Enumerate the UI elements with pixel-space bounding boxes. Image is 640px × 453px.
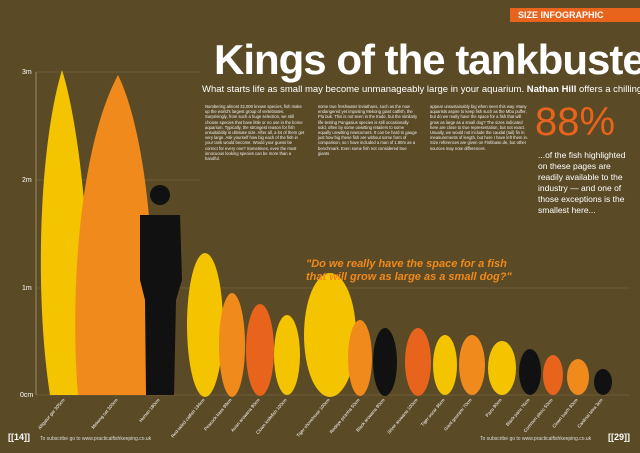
body-column: appear unsustainably big when seen this … (430, 104, 528, 151)
stat-text: ...of the fish highlighted on these page… (538, 150, 626, 215)
fish-label: Clown loach 30cm (551, 397, 579, 429)
page-number: [[29]] (608, 432, 630, 442)
axis-label: 0cm (20, 392, 33, 399)
stat-figure: 88% (535, 100, 616, 144)
fish-label: Red-tailed catfish 134cm (170, 397, 206, 438)
fish-label: Tiger shovelnose 100cm (296, 397, 331, 438)
fish-label: Black pacu 76cm (505, 397, 531, 427)
fish-silhouettes (40, 70, 612, 397)
fish-label: Peacock bass 99cm (203, 397, 233, 431)
pull-quote: "Do we really have the space for a fish … (306, 258, 512, 283)
body-column: some true freshwater leviathans, such as… (318, 104, 418, 156)
fish-label: Giant gourami 70cm (443, 397, 473, 431)
title: Kings of the tankbusters (214, 36, 640, 83)
footer-text: To subscribe go to www.practicalfishkeep… (40, 436, 152, 442)
body-column: Numbering almost 32,000 known species, f… (205, 104, 305, 162)
subtitle-tail: offers a chilling warning. (579, 84, 640, 95)
fish-label: Silver arowana 100cm (386, 397, 419, 435)
subtitle: What starts life as small may become unm… (202, 84, 640, 95)
fish-label: Clown knifefish 100cm (255, 397, 288, 435)
axis-label: 2m (22, 177, 32, 184)
page-number: [[14]] (8, 432, 30, 442)
axis-labels: 3m 2m 1m 0cm (20, 69, 33, 399)
fish-label: Pacu 90cm (484, 397, 502, 418)
fish-label: Human 180cm (138, 397, 161, 423)
fish-label: Tiger oscar 36cm (420, 397, 446, 427)
fish-label: Mekong cat 300cm (90, 397, 118, 430)
section-tag: SIZE INFOGRAPHIC (510, 8, 640, 22)
fish-label: Alligator gar 305cm (37, 397, 66, 430)
author: Nathan Hill (526, 84, 577, 95)
fish-label: Black arowana 90cm (355, 397, 386, 432)
fish-label: Cardinal tetra 3cm (576, 397, 604, 429)
footer-text: To subscribe go to www.practicalfishkeep… (480, 436, 592, 442)
axis-label: 3m (22, 69, 32, 76)
axis-label: 1m (22, 285, 32, 292)
fish-label: Asian arowana 90cm (230, 397, 261, 433)
subtitle-lead: What starts life as small may become unm… (202, 84, 525, 95)
fish-labels: Alligator gar 305cm Mekong cat 300cm Human… (37, 397, 604, 438)
